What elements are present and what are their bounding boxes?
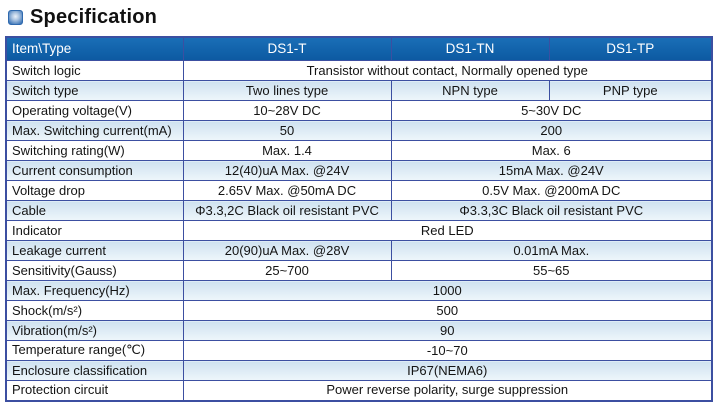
spec-table-body: Switch logic Transistor without contact, … [5,60,713,401]
table-row: Max. Frequency(Hz) 1000 [5,280,713,301]
spec-value-cell: 0.01mA Max. [390,240,713,261]
column-header-ds1-t: DS1-T [182,36,392,61]
table-row: Indicator Red LED [5,220,713,241]
spec-row-label: Enclosure classification [5,360,184,381]
spec-value-cell: Φ3.3,2C Black oil resistant PVC [182,200,392,221]
spec-row-label: Cable [5,200,184,221]
table-row: Max. Switching current(mA) 50 200 [5,120,713,141]
spec-value-cell: Max. 1.4 [182,140,392,161]
table-row: Switch type Two lines type NPN type PNP typ… [5,80,713,101]
table-row: Switching rating(W) Max. 1.4 Max. 6 [5,140,713,161]
spec-row-label: Indicator [5,220,184,241]
spec-row-label: Switch logic [5,60,184,81]
table-row: Leakage current 20(90)uA Max. @28V 0.01mA … [5,240,713,261]
section-title-bar: Specification [8,6,157,29]
table-row: Temperature range(℃) -10~70 [5,340,713,361]
spec-value-cell: 1000 [182,280,713,301]
table-row: Operating voltage(V) 10~28V DC 5~30V DC [5,100,713,121]
blue-square-bullet-icon [8,10,23,25]
spec-value-cell: Max. 6 [390,140,713,161]
spec-value-cell: 500 [182,300,713,321]
spec-row-label: Voltage drop [5,180,184,201]
table-row: Vibration(m/s²) 90 [5,320,713,341]
spec-value-cell: 50 [182,120,392,141]
spec-row-label: Protection circuit [5,380,184,401]
spec-value-cell: Transistor without contact, Normally ope… [182,60,713,81]
spec-row-label: Temperature range(℃) [5,340,184,361]
spec-row-label: Max. Switching current(mA) [5,120,184,141]
page-title: Specification [30,6,158,28]
spec-value-cell: IP67(NEMA6) [182,360,713,381]
column-header-item-type: Item\Type [5,36,184,61]
spec-value-cell: 5~30V DC [390,100,713,121]
specification-table: Item\Type DS1-T DS1-TN DS1-TP Switch log… [5,36,713,402]
table-row: Enclosure classification IP67(NEMA6) [5,360,713,381]
spec-value-cell: 20(90)uA Max. @28V [182,240,392,261]
spec-row-label: Vibration(m/s²) [5,320,184,341]
spec-value-cell: Φ3.3,3C Black oil resistant PVC [390,200,713,221]
spec-value-cell: 10~28V DC [182,100,392,121]
table-row: Cable Φ3.3,2C Black oil resistant PVC Φ3.3… [5,200,713,221]
spec-value-cell: 12(40)uA Max. @24V [182,160,392,181]
spec-row-label: Sensitivity(Gauss) [5,260,184,281]
table-row: Current consumption 12(40)uA Max. @24V 15m… [5,160,713,181]
column-header-ds1-tn: DS1-TN [390,36,550,61]
spec-value-cell: 55~65 [390,260,713,281]
table-row: Voltage drop 2.65V Max. @50mA DC 0.5V Max.… [5,180,713,201]
spec-value-cell: 15mA Max. @24V [390,160,713,181]
spec-value-cell: 90 [182,320,713,341]
spec-row-label: Max. Frequency(Hz) [5,280,184,301]
spec-row-label: Current consumption [5,160,184,181]
spec-value-cell: 25~700 [182,260,392,281]
table-row: Shock(m/s²) 500 [5,300,713,321]
spec-row-label: Switch type [5,80,184,101]
spec-value-cell: Two lines type [182,80,392,101]
spec-row-label: Shock(m/s²) [5,300,184,321]
spec-value-cell: Red LED [182,220,713,241]
spec-value-cell: PNP type [548,80,713,101]
table-row: Protection circuit Power reverse polarity… [5,380,713,401]
column-header-ds1-tp: DS1-TP [548,36,713,61]
spec-value-cell: Power reverse polarity, surge suppressio… [182,380,713,401]
spec-row-label: Leakage current [5,240,184,261]
table-header-row: Item\Type DS1-T DS1-TN DS1-TP [5,36,713,61]
table-row: Switch logic Transistor without contact, … [5,60,713,81]
spec-row-label: Operating voltage(V) [5,100,184,121]
table-row: Sensitivity(Gauss) 25~700 55~65 [5,260,713,281]
spec-value-cell: -10~70 [182,340,713,361]
spec-value-cell: 200 [390,120,713,141]
spec-value-cell: NPN type [390,80,550,101]
spec-value-cell: 0.5V Max. @200mA DC [390,180,713,201]
spec-value-cell: 2.65V Max. @50mA DC [182,180,392,201]
spec-row-label: Switching rating(W) [5,140,184,161]
